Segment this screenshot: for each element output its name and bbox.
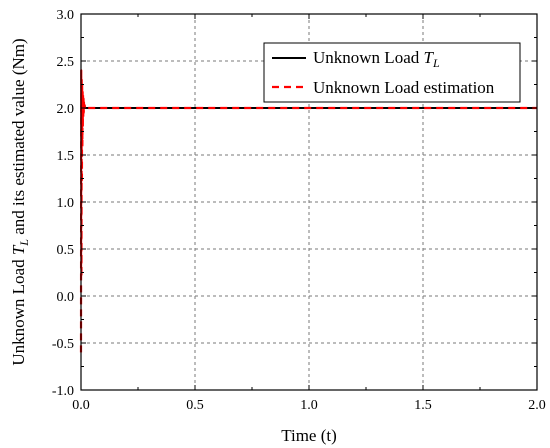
legend-label-unknown-load: Unknown Load TL [313, 48, 440, 70]
legend: Unknown Load TL Unknown Load estimation [263, 42, 521, 103]
y-axis-label-symbol: T [9, 244, 28, 255]
x-tick-label: 1.5 [414, 398, 432, 413]
x-tick-label: 1.0 [300, 398, 318, 413]
legend-label-unknown-load-estimation: Unknown Load estimation [313, 78, 495, 97]
legend-label-unknown-load-subscript: L [432, 56, 440, 70]
y-tick-label: -0.5 [52, 337, 74, 352]
x-tick-label: 0.0 [72, 398, 90, 413]
y-tick-label: 1.5 [57, 149, 75, 164]
y-tick-label: 0.5 [57, 243, 75, 258]
x-axis-label: Time (t) [281, 426, 337, 445]
y-tick-label: 2.5 [57, 55, 75, 70]
y-tick-label: 1.0 [57, 196, 75, 211]
y-axis-label-subscript: L [17, 239, 31, 247]
y-tick-label: -1.0 [52, 384, 74, 399]
x-tick-label: 0.5 [186, 398, 204, 413]
y-axis-label-after: and its estimated value (Nm) [9, 38, 28, 239]
y-axis-label-before: Unknown Load [9, 255, 28, 365]
legend-label-unknown-load-text: Unknown Load [313, 48, 423, 67]
legend-box [263, 42, 521, 103]
tick-layer: -1.0 -0.5 0.0 0.5 1.0 1.5 2.0 2.5 3.0 0.0 0.5 1.0 1.… [52, 8, 546, 413]
x-tick-label: 2.0 [528, 398, 546, 413]
y-axis-label: Unknown Load TL and its estimated value … [9, 38, 31, 365]
legend-label-unknown-load-symbol: T [423, 48, 434, 67]
y-tick-label: 3.0 [57, 8, 75, 23]
y-tick-label: 0.0 [57, 290, 75, 305]
y-tick-label: 2.0 [57, 102, 75, 117]
